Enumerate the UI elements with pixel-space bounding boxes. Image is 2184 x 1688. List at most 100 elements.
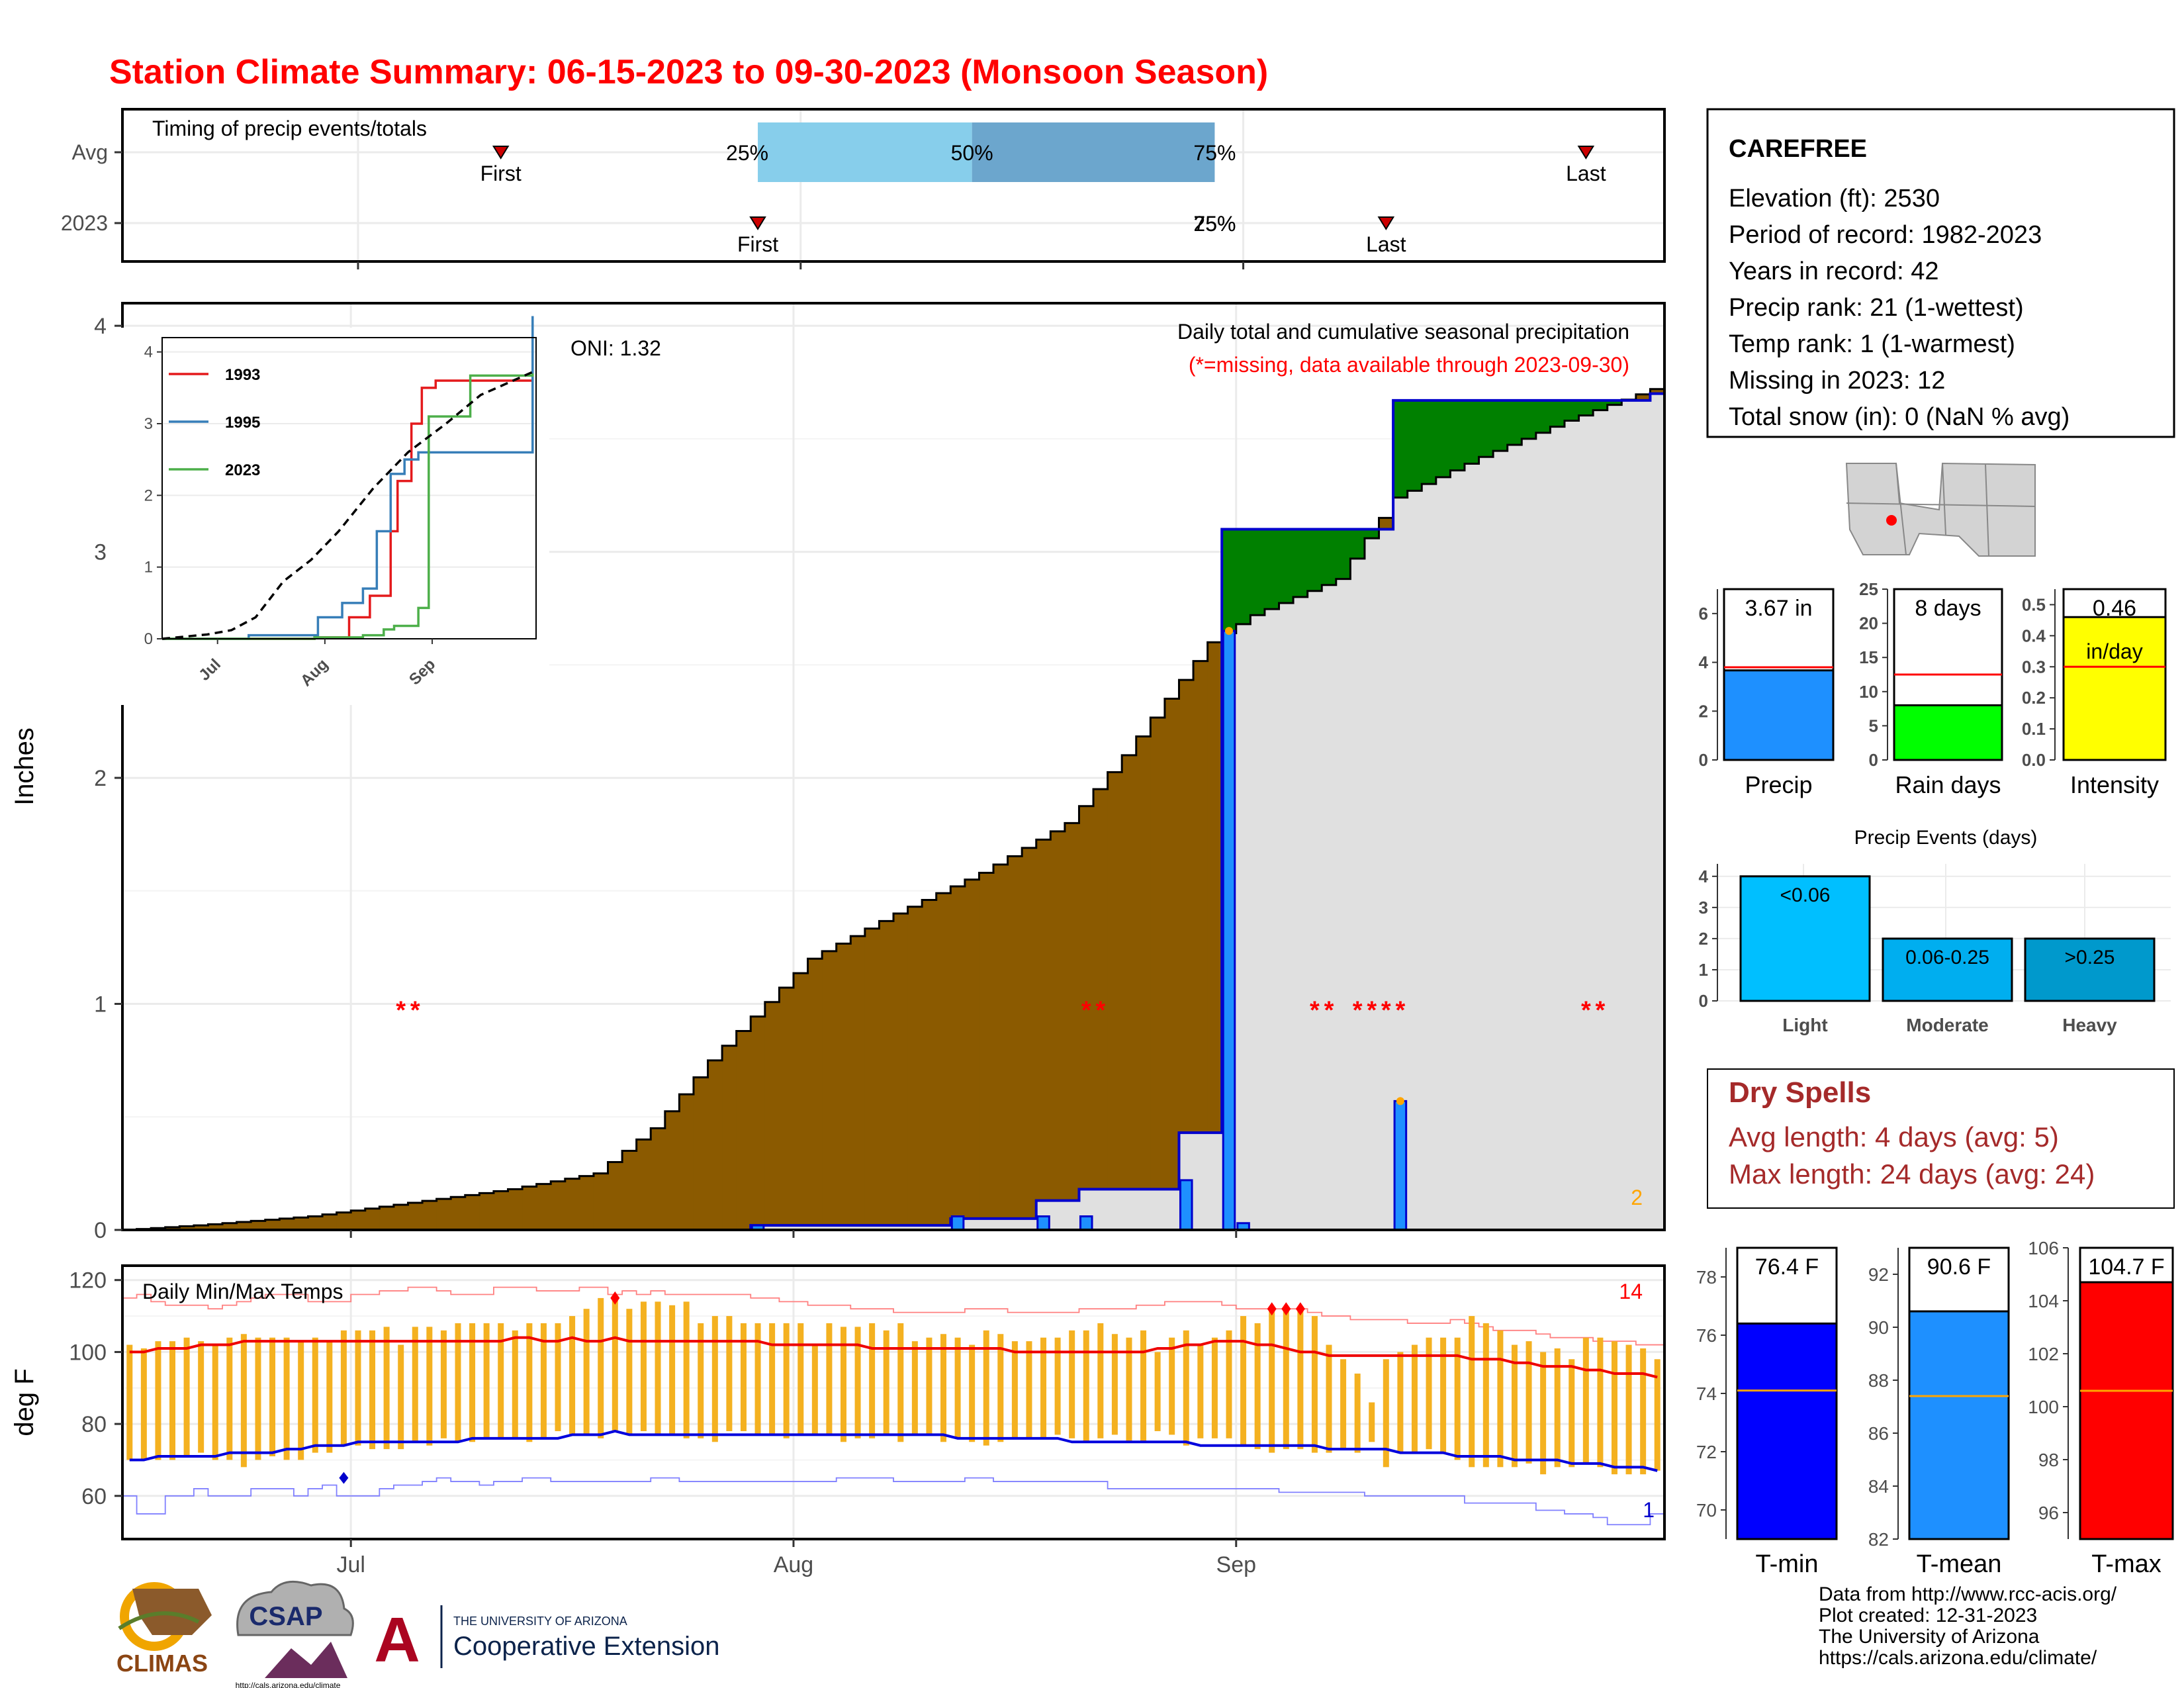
temp-range-bar bbox=[1554, 1348, 1561, 1468]
dry-spells-title: Dry Spells bbox=[1729, 1076, 1871, 1109]
deficit-bar bbox=[379, 1206, 394, 1230]
inset-average-line bbox=[161, 371, 533, 640]
temp-range-bar bbox=[869, 1323, 876, 1438]
state-border bbox=[1985, 464, 1989, 557]
events-title: Precip Events (days) bbox=[1854, 827, 2038, 849]
temp-range-bar bbox=[1254, 1323, 1261, 1450]
temp-range-bar bbox=[1126, 1337, 1132, 1442]
temp-range-bar bbox=[1297, 1309, 1304, 1450]
deficit-bar bbox=[536, 1184, 551, 1230]
deficit-bar bbox=[679, 1094, 694, 1230]
deficit-bar bbox=[465, 1195, 480, 1230]
temp-range-bar bbox=[1654, 1359, 1661, 1471]
deficit-bar bbox=[179, 1226, 195, 1230]
q25-2023-label: 25% bbox=[1193, 212, 1236, 236]
daily-precip-bar bbox=[1222, 630, 1236, 1231]
surplus-bar bbox=[1450, 400, 1465, 471]
station-line: Precip rank: 21 (1-wettest) bbox=[1729, 294, 2024, 322]
temp-range-bar bbox=[226, 1337, 233, 1460]
temp-range-bar bbox=[1411, 1344, 1418, 1453]
deficit-bar bbox=[279, 1218, 295, 1230]
deficit-bar bbox=[1093, 789, 1109, 1190]
tempbar-label: T-mean bbox=[1917, 1550, 2002, 1578]
temp-range-bar bbox=[854, 1327, 861, 1438]
deficit-bar bbox=[579, 1176, 594, 1230]
state-border bbox=[1942, 463, 1946, 536]
deficit-bar bbox=[1136, 736, 1151, 1190]
record-high-marker bbox=[1295, 1302, 1305, 1316]
record-high-marker bbox=[1267, 1302, 1277, 1316]
tempbar-y-tick: 76 bbox=[1696, 1325, 1717, 1346]
station-line: Total snow (in): 0 (NaN % avg) bbox=[1729, 403, 2070, 431]
dry-spells: Dry Spells Avg length: 4 days (avg: 5) Max… bbox=[1707, 1068, 2175, 1209]
logos: CLIMAS CSAP http://cals.arizona.edu/climat… bbox=[116, 1580, 719, 1688]
ua-large-text: Cooperative Extension bbox=[453, 1632, 719, 1661]
surplus-bar bbox=[1250, 529, 1265, 616]
tempbar-value-bar bbox=[1736, 1322, 1838, 1540]
temp-range-bar bbox=[455, 1323, 461, 1442]
deficit-bar bbox=[436, 1199, 451, 1230]
tempbar-y-tick: 86 bbox=[1868, 1423, 1889, 1444]
temp-range-bar bbox=[512, 1330, 518, 1438]
temp-range-bar bbox=[1426, 1337, 1432, 1450]
temp-range-bar bbox=[1283, 1309, 1289, 1450]
temp-range-bar bbox=[155, 1341, 161, 1460]
summary-value-label: 0.46 bbox=[2093, 596, 2136, 621]
tempbar-y-tick: 74 bbox=[1696, 1383, 1717, 1404]
y-tick-label: 0 bbox=[94, 1218, 107, 1243]
summary-y-tick: 2 bbox=[1699, 701, 1708, 721]
inset-y-tick: 2 bbox=[144, 487, 153, 504]
deficit-bar bbox=[1022, 847, 1037, 1219]
inset-y-tick: 3 bbox=[144, 415, 153, 433]
deficit-bar bbox=[365, 1208, 380, 1230]
temp-range-bar bbox=[1340, 1359, 1347, 1450]
surplus-bar bbox=[1578, 400, 1594, 416]
summary-y-tick: 0.2 bbox=[2022, 688, 2046, 708]
missing-marker: * bbox=[1367, 997, 1377, 1025]
record-high-marker bbox=[1281, 1302, 1291, 1316]
deficit-bar bbox=[1036, 839, 1051, 1201]
deficit-bar bbox=[664, 1111, 680, 1230]
surplus-bar bbox=[1222, 529, 1237, 633]
deficit-bar bbox=[1164, 698, 1180, 1190]
inset-legend-label: 2023 bbox=[225, 461, 260, 479]
temp-range-bar bbox=[1469, 1316, 1475, 1468]
deficit-bar bbox=[165, 1227, 180, 1230]
temp-range-bar bbox=[340, 1330, 347, 1446]
summary-bar-label: Rain days bbox=[1895, 771, 2001, 798]
deficit-bar bbox=[1179, 680, 1194, 1133]
tempbar-y-tick: 78 bbox=[1696, 1267, 1717, 1288]
avg-first-label: First bbox=[480, 162, 522, 185]
state-border bbox=[1895, 463, 1907, 555]
temp-range-bar bbox=[840, 1327, 846, 1442]
ua-small-text: THE UNIVERSITY OF ARIZONA bbox=[453, 1615, 627, 1628]
deficit-bar bbox=[1379, 518, 1394, 530]
temps-y-tick: 100 bbox=[69, 1340, 107, 1365]
temp-range-bar bbox=[1069, 1330, 1075, 1438]
deficit-bar bbox=[636, 1139, 651, 1230]
timing-title: Timing of precip events/totals bbox=[152, 117, 427, 140]
footer: Data from http://www.rcc-acis.org/Plot c… bbox=[1819, 1583, 2117, 1669]
missing-marker: * bbox=[1353, 997, 1363, 1025]
2023-last-label: Last bbox=[1366, 232, 1406, 256]
temp-range-bar bbox=[1569, 1359, 1575, 1468]
surplus-bar bbox=[1522, 400, 1537, 439]
tempbar-y-tick: 102 bbox=[2028, 1344, 2059, 1364]
tmax-average-line bbox=[129, 1336, 1658, 1379]
temp-range-bar bbox=[1454, 1337, 1461, 1460]
temp-range-bar bbox=[140, 1348, 147, 1460]
daily-precip-bar bbox=[950, 1215, 965, 1231]
temps-y-tick: 60 bbox=[81, 1484, 107, 1509]
daily-precip-bar bbox=[1079, 1215, 1093, 1231]
surplus-bar bbox=[1435, 400, 1451, 477]
temp-range-bar bbox=[1083, 1330, 1089, 1442]
deficit-bar bbox=[336, 1212, 351, 1230]
surplus-bar bbox=[1464, 400, 1480, 464]
station-line: Elevation (ft): 2530 bbox=[1729, 185, 1940, 212]
tempbar-y-tick: 88 bbox=[1868, 1370, 1889, 1391]
tempbar-value-label: 104.7 F bbox=[2088, 1254, 2164, 1280]
temp-range-bar bbox=[940, 1334, 947, 1442]
tempbar-y-tick: 96 bbox=[2038, 1503, 2059, 1523]
